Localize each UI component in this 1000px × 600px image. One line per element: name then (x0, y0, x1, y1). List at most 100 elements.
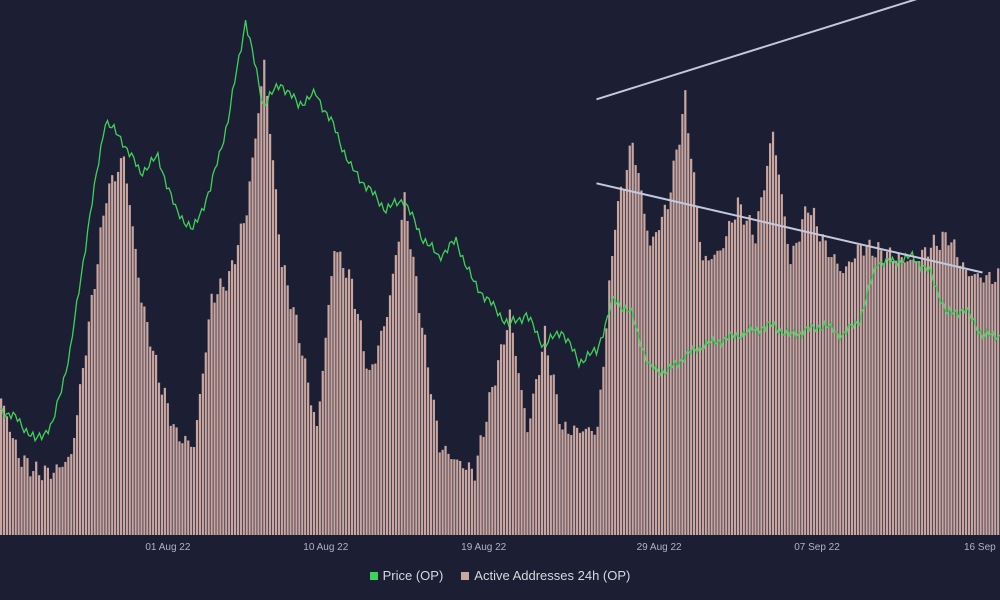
address-bar (760, 197, 763, 536)
address-bar (590, 430, 593, 535)
address-bar (14, 439, 17, 535)
address-bar (423, 334, 427, 535)
address-bar (967, 276, 971, 535)
address-bar (657, 230, 661, 535)
address-bar (804, 206, 807, 535)
address-bar (847, 261, 851, 535)
address-bar (131, 226, 134, 535)
address-bar (108, 183, 111, 535)
address-bar (169, 425, 172, 535)
address-bar (871, 255, 874, 536)
upper-trendline (596, 0, 918, 101)
address-bar (798, 241, 801, 536)
address-bar (195, 420, 199, 535)
address-bar (637, 173, 640, 535)
address-bar (459, 460, 462, 535)
address-bar (301, 355, 304, 535)
address-bar (482, 436, 485, 535)
legend-item-active-addresses[interactable]: Active Addresses 24h (OP) (461, 568, 630, 583)
address-bar (739, 204, 742, 535)
address-bar (292, 307, 295, 535)
address-bar (444, 445, 447, 535)
address-bar (573, 425, 576, 535)
address-bar (979, 277, 982, 535)
address-bar (532, 393, 535, 535)
x-tick-label: 16 Sep (964, 542, 996, 553)
address-bar (35, 461, 38, 535)
address-bar (663, 204, 666, 535)
address-bar (555, 394, 558, 535)
address-bar (64, 461, 67, 535)
address-bar (406, 220, 409, 535)
address-bar (742, 224, 745, 535)
address-bar (891, 260, 895, 535)
address-bar (540, 351, 544, 535)
legend-item-price[interactable]: Price (OP) (369, 568, 443, 583)
address-bar (356, 313, 359, 535)
address-bar (692, 172, 696, 535)
address-bar (400, 219, 403, 536)
address-bar (616, 201, 620, 535)
address-bar (391, 273, 395, 535)
address-bar (836, 263, 839, 535)
address-bar (807, 212, 810, 535)
address-bar (669, 192, 672, 536)
address-bar (964, 269, 968, 535)
address-bar (140, 302, 143, 535)
address-bar (976, 273, 979, 535)
address-bar (745, 220, 748, 535)
address-bar (997, 268, 1000, 535)
address-bar (918, 261, 921, 535)
address-bar (710, 259, 713, 535)
address-bar (236, 245, 240, 536)
x-tick-label: 29 Aug 22 (637, 542, 682, 553)
address-bar (204, 352, 207, 535)
x-tick-label: 07 Sep 22 (794, 542, 840, 553)
address-bar (61, 466, 64, 535)
address-bar (388, 295, 392, 535)
address-bar (815, 226, 819, 535)
address-bar (228, 271, 231, 535)
address-bar (944, 232, 947, 536)
address-bar (707, 260, 710, 535)
address-bar (751, 234, 754, 535)
chart-plot-area: 01 Aug 22 10 Aug 22 19 Aug 22 29 Aug 22 07 S… (0, 0, 1000, 553)
address-bar (994, 281, 997, 535)
address-bar (298, 343, 301, 535)
address-bar (137, 277, 140, 535)
address-bar (485, 421, 488, 535)
address-bar (315, 426, 319, 535)
address-bar (570, 435, 573, 535)
address-bar (260, 86, 263, 536)
address-bar (839, 271, 842, 535)
address-bar (157, 382, 161, 535)
address-bar (725, 236, 728, 535)
address-bar (921, 249, 924, 536)
address-bar (646, 230, 649, 536)
address-bar (497, 360, 500, 535)
address-bar (385, 317, 389, 535)
address-bar (877, 242, 880, 535)
address-bar (271, 160, 275, 535)
address-bar (883, 263, 886, 535)
address-bar (216, 294, 219, 535)
address-bar (81, 368, 85, 535)
address-bar (713, 254, 716, 535)
address-bar (274, 189, 278, 535)
trendlines (596, 0, 983, 274)
address-bar (421, 327, 424, 535)
address-bar (426, 367, 430, 535)
address-bar (87, 321, 90, 535)
address-bar (956, 257, 959, 535)
address-bar (830, 257, 833, 535)
address-bar (494, 385, 497, 535)
address-bar (330, 276, 333, 535)
address-bar (988, 271, 991, 535)
address-bar (695, 206, 699, 535)
address-bar (868, 239, 871, 535)
address-bar (23, 455, 26, 535)
address-bar (178, 441, 181, 535)
legend-label-active-addresses: Active Addresses 24h (OP) (474, 568, 631, 583)
address-bar (277, 234, 280, 535)
